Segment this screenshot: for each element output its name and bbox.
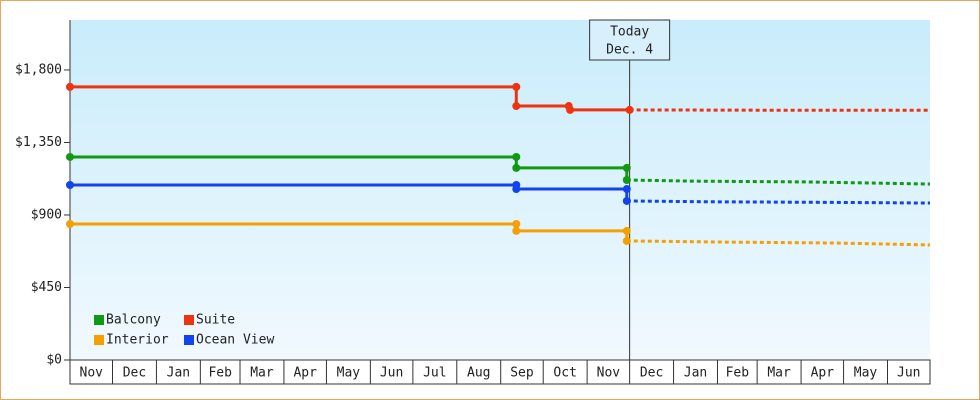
x-tick-label: Apr: [293, 366, 317, 381]
x-tick-label: Jan: [684, 366, 707, 381]
price-point: [512, 82, 521, 91]
x-tick-label: May: [854, 366, 878, 381]
price-point: [566, 105, 575, 114]
x-tick-label: Sep: [510, 366, 534, 381]
today-box: [589, 19, 671, 61]
price-point: [512, 185, 521, 194]
today-label: Dec. 4: [606, 43, 653, 58]
y-tick-label: $1,350: [15, 135, 62, 150]
legend-label: Balcony: [106, 313, 161, 328]
x-tick-label: Nov: [597, 366, 621, 381]
legend-label: Interior: [106, 333, 169, 348]
price-point: [66, 152, 74, 161]
x-tick-label: Dec: [640, 366, 663, 381]
legend-swatch: [94, 315, 104, 325]
price-point: [625, 105, 634, 114]
legend-label: Suite: [196, 313, 235, 328]
x-tick-label: Jul: [423, 366, 446, 381]
price-line: [70, 85, 630, 112]
x-tick-label: Jan: [167, 366, 190, 381]
price-point: [622, 196, 631, 205]
price-point: [622, 176, 631, 185]
x-tick-label: Oct: [553, 366, 576, 381]
price-point: [512, 152, 521, 161]
price-point: [622, 226, 631, 235]
x-tick-label: Dec: [123, 366, 146, 381]
price-point: [512, 102, 521, 111]
y-tick-label: $1,800: [15, 62, 62, 77]
x-tick-label: Apr: [811, 366, 835, 381]
x-tick-label: Jun: [380, 366, 403, 381]
legend-swatch: [184, 335, 194, 345]
price-point: [66, 220, 74, 228]
legend-swatch: [184, 315, 194, 325]
price-point: [512, 163, 521, 172]
legend-label: Ocean View: [196, 333, 274, 348]
x-tick-label: Aug: [467, 366, 490, 381]
forecast-line: [626, 239, 931, 247]
y-tick-label: $900: [31, 207, 62, 222]
price-point: [622, 163, 631, 172]
price-point: [66, 82, 74, 91]
x-tick-label: Feb: [208, 366, 232, 381]
price-point: [512, 226, 521, 235]
x-tick-label: Mar: [250, 366, 274, 381]
y-tick-label: $450: [31, 280, 62, 295]
price-point: [66, 181, 74, 190]
forecast-line: [626, 199, 931, 205]
price-point: [512, 220, 521, 228]
price-point: [622, 236, 631, 245]
y-tick-label: $0: [46, 353, 62, 368]
x-tick-label: Nov: [80, 366, 104, 381]
x-tick-label: Feb: [726, 366, 750, 381]
x-tick-label: Mar: [767, 366, 791, 381]
legend-swatch: [94, 335, 104, 345]
plot-area: [70, 20, 930, 360]
x-tick-label: Jun: [897, 366, 920, 381]
price-point: [622, 185, 631, 194]
today-label: Today: [610, 25, 649, 40]
forecast-line: [626, 178, 931, 186]
x-tick-label: May: [337, 366, 361, 381]
